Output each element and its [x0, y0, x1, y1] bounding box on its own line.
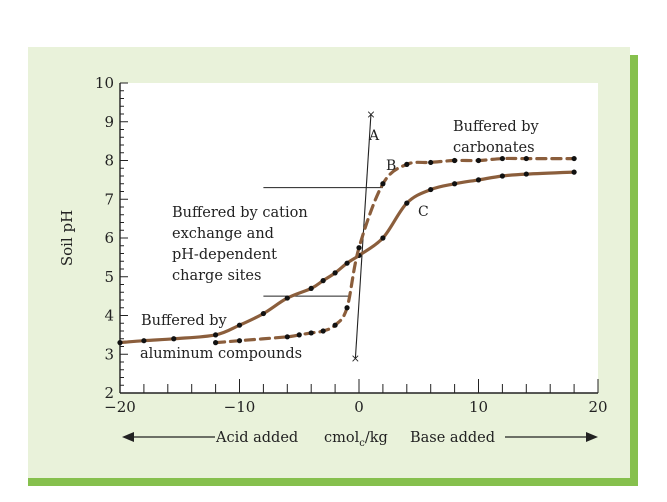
y-tick-label: 5	[104, 268, 114, 286]
acid-arrow-head	[122, 432, 134, 442]
data-point-solid	[236, 322, 243, 328]
panel-border-right	[630, 55, 638, 483]
data-point-dashed	[296, 332, 302, 338]
reference-cross-marker: ×	[351, 352, 360, 365]
data-point-dashed	[452, 157, 458, 164]
x-tick-label: 10	[469, 398, 488, 416]
base-arrow-head	[586, 432, 598, 442]
data-point-solid	[475, 177, 482, 183]
data-point-dashed	[380, 181, 386, 187]
data-point-dashed	[499, 155, 505, 162]
data-point-dashed	[356, 245, 362, 251]
data-point-dashed	[475, 157, 482, 164]
y-tick-label: 10	[95, 74, 114, 92]
data-point-solid	[523, 171, 529, 177]
aluminum-annotation-1: Buffered by	[141, 313, 228, 329]
data-point-solid	[141, 338, 147, 344]
x-tick-label: 20	[588, 398, 607, 416]
unit-suffix: /kg	[365, 430, 388, 446]
carbonates-line-2: carbonates	[453, 140, 535, 156]
data-point-solid	[320, 278, 326, 284]
cation-annotation: Buffered by cation exchange and pH-depen…	[172, 205, 308, 284]
y-tick-label: 6	[104, 229, 114, 247]
series-group	[117, 155, 577, 346]
data-point-dashed	[320, 328, 326, 334]
unit-base: cmol	[324, 430, 360, 446]
y-axis-label: Soil pH	[58, 210, 76, 266]
data-point-dashed	[236, 338, 243, 344]
data-point-dashed	[523, 155, 529, 162]
panel-border-bottom	[28, 478, 638, 486]
data-point-solid	[499, 173, 505, 179]
axes: 2 3 4 5 6 7 8 9 10 −20 −10 0 10 20	[95, 74, 608, 416]
data-point-solid	[308, 285, 314, 291]
data-point-solid	[332, 270, 338, 276]
plot-area	[120, 83, 598, 393]
data-point-solid	[428, 186, 434, 193]
y-tick-label: 4	[104, 307, 114, 325]
y-tick-label: 2	[104, 384, 114, 402]
carbonates-annotation: Buffered by carbonates	[453, 119, 540, 156]
point-label-c: C	[418, 204, 429, 220]
data-point-dashed	[308, 330, 314, 336]
x-tick-label: 0	[354, 398, 364, 416]
data-point-solid	[171, 336, 177, 342]
y-tick-label: 7	[104, 190, 114, 208]
data-point-dashed	[213, 340, 219, 346]
y-tick-label: 9	[104, 113, 114, 131]
data-point-solid	[452, 181, 458, 187]
x-tick-label: −10	[224, 398, 256, 416]
data-point-dashed	[332, 322, 338, 328]
base-added-label: Base added	[410, 430, 495, 446]
point-label-a: A	[368, 128, 380, 144]
y-tick-label: 8	[104, 152, 114, 170]
data-point-solid	[571, 169, 577, 175]
data-point-dashed	[404, 161, 410, 167]
data-point-solid	[284, 295, 290, 301]
data-point-dashed	[571, 155, 577, 162]
data-point-solid	[117, 340, 123, 346]
unit-subscript: c	[359, 438, 365, 449]
cation-line-4: charge sites	[172, 268, 261, 284]
reference-cross-marker: ×	[366, 108, 375, 121]
data-point-dashed	[428, 159, 434, 166]
cation-line-2: exchange and	[172, 226, 274, 242]
data-point-solid	[344, 260, 350, 266]
cation-line-3: pH-dependent	[172, 247, 277, 263]
data-point-dashed	[284, 334, 290, 340]
point-label-b: B	[386, 158, 396, 174]
aluminum-annotation-2: aluminum compounds	[140, 346, 302, 362]
data-point-solid	[213, 332, 219, 338]
data-point-solid	[380, 235, 386, 241]
x-tick-label: −20	[104, 398, 136, 416]
data-point-solid	[404, 200, 410, 206]
carbonates-line-1: Buffered by	[453, 119, 540, 135]
data-point-solid	[260, 310, 266, 317]
unit-label: cmolc/kg	[324, 430, 388, 449]
y-tick-label: 3	[104, 345, 114, 363]
cation-line-1: Buffered by cation	[172, 205, 308, 221]
bottom-caption: Acid added cmolc/kg Base added	[122, 430, 598, 449]
data-point-dashed	[344, 305, 350, 311]
acid-added-label: Acid added	[215, 430, 298, 446]
